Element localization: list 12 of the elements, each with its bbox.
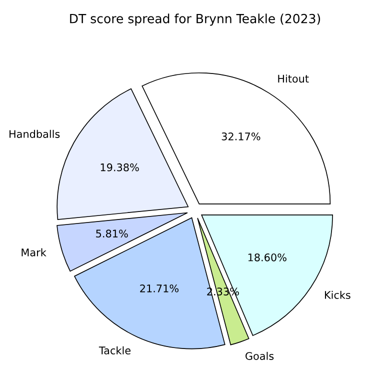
slice-label: Handballs [10,130,60,138]
data-label: 21.71% [140,284,179,292]
slice-label: Kicks [324,290,350,299]
data-label: 19.38% [100,163,139,172]
slice-label: Tackle [98,346,131,354]
data-label: 18.60% [248,253,286,262]
data-label: 32.17% [222,132,260,140]
slice-label: Hitout [278,74,309,83]
data-label: 5.81% [96,230,128,238]
chart-title: DT score spread for Brynn Teakle (2023) [70,14,320,26]
slice-label: Goals [246,352,274,360]
slice-label: Mark [22,248,46,256]
